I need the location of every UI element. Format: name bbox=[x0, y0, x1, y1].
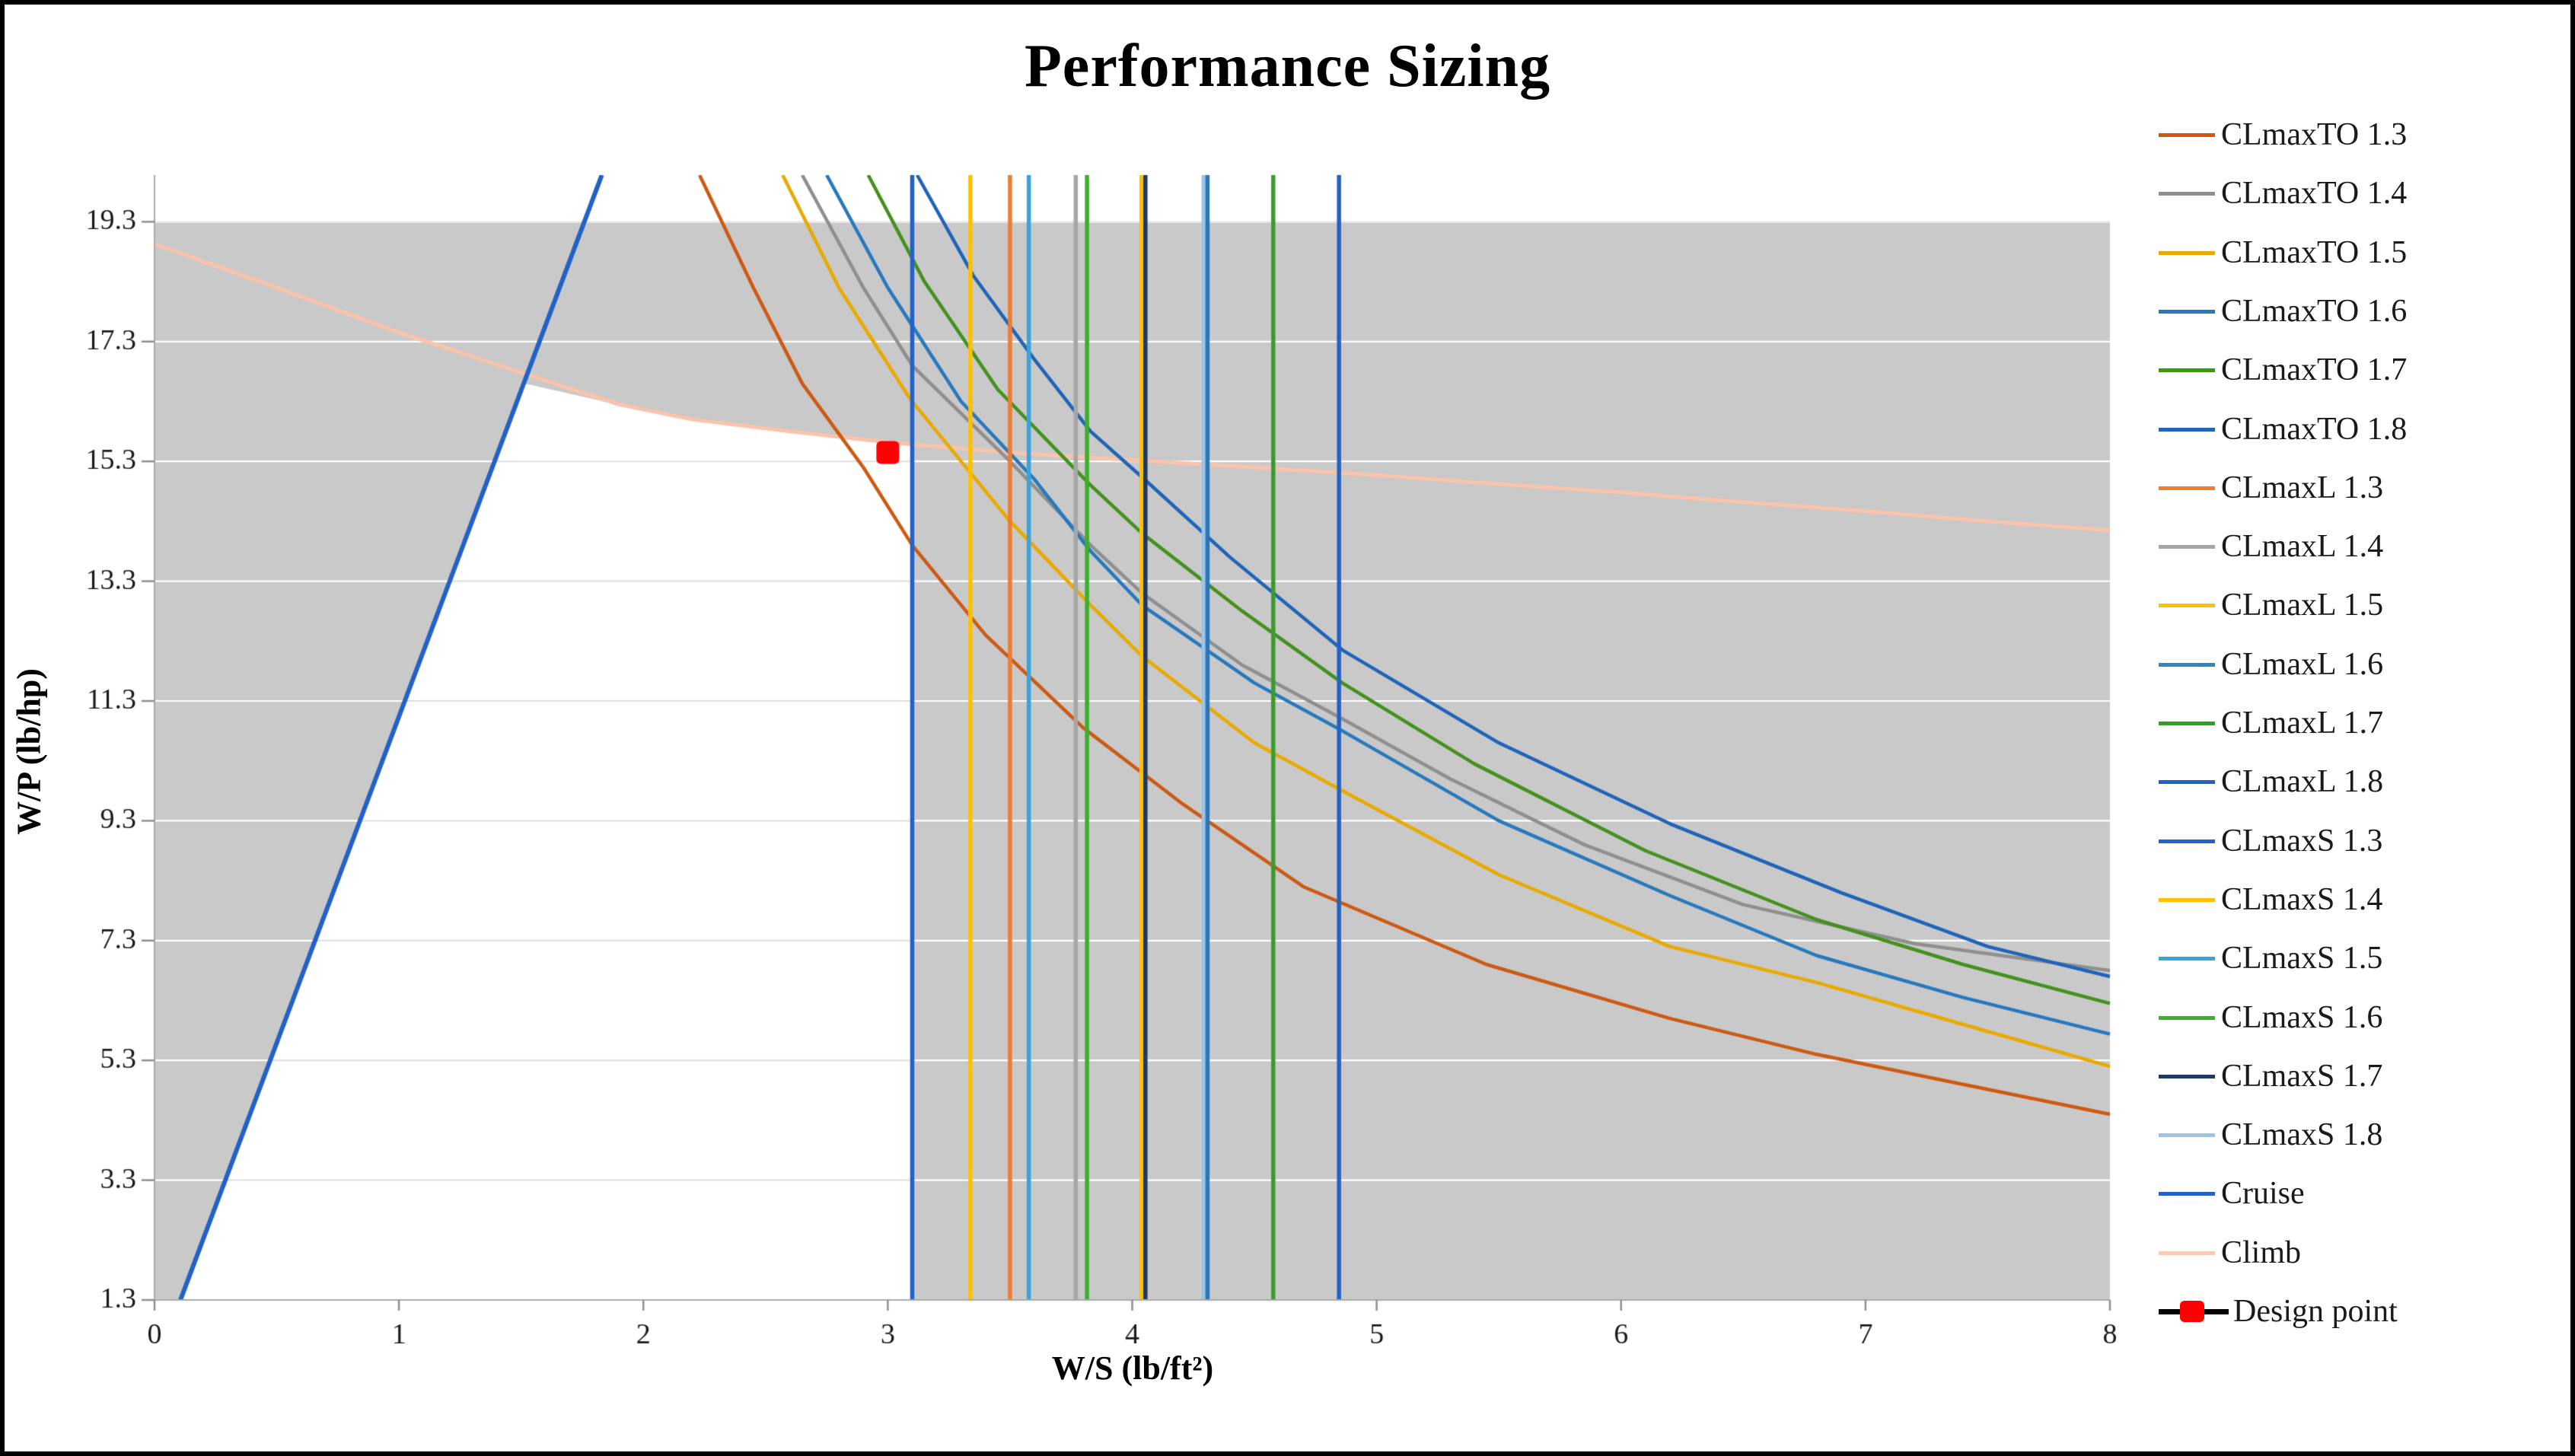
legend-label: CLmaxS 1.7 bbox=[2221, 1059, 2383, 1094]
legend-item-clmaxl-1.6: CLmaxL 1.6 bbox=[2159, 642, 2383, 687]
legend-item-clmaxl-1.7: CLmaxL 1.7 bbox=[2159, 700, 2383, 746]
legend-item-clmaxs-1.3: CLmaxS 1.3 bbox=[2159, 818, 2382, 864]
legend-swatch bbox=[2159, 486, 2215, 490]
legend-label: CLmaxS 1.6 bbox=[2221, 1000, 2383, 1035]
legend-label: CLmaxL 1.8 bbox=[2221, 764, 2384, 799]
legend-item-clmaxto-1.6: CLmaxTO 1.6 bbox=[2159, 288, 2407, 334]
x-axis-label: W/S (lb/ft²) bbox=[1051, 1349, 1214, 1387]
legend-swatch bbox=[2159, 839, 2215, 843]
legend: CLmaxTO 1.3 CLmaxTO 1.4 CLmaxTO 1.5 CLmaxTO… bbox=[2159, 0, 2570, 1456]
y-axis-label: W/P (lb/hp) bbox=[10, 668, 48, 835]
legend-swatch bbox=[2159, 1133, 2215, 1137]
legend-label: CLmaxTO 1.7 bbox=[2221, 352, 2408, 387]
legend-label: CLmaxS 1.8 bbox=[2221, 1117, 2383, 1152]
legend-label: CLmaxTO 1.6 bbox=[2221, 294, 2408, 329]
legend-label: CLmaxL 1.5 bbox=[2221, 588, 2384, 623]
legend-swatch bbox=[2159, 662, 2215, 667]
legend-item-clmaxto-1.8: CLmaxTO 1.8 bbox=[2159, 406, 2407, 452]
legend-item-clmaxto-1.7: CLmaxTO 1.7 bbox=[2159, 347, 2407, 393]
legend-label: CLmaxS 1.5 bbox=[2221, 941, 2383, 976]
legend-swatch bbox=[2159, 427, 2215, 432]
legend-item-design-point: Design point bbox=[2159, 1289, 2398, 1334]
design-point-marker bbox=[2180, 1301, 2204, 1322]
legend-label: Design point bbox=[2233, 1294, 2398, 1329]
legend-item-clmaxs-1.6: CLmaxS 1.6 bbox=[2159, 995, 2382, 1040]
legend-swatch bbox=[2159, 721, 2215, 725]
legend-label: CLmaxL 1.6 bbox=[2221, 647, 2384, 682]
legend-label: CLmaxS 1.3 bbox=[2221, 824, 2383, 859]
legend-swatch bbox=[2159, 191, 2215, 196]
legend-item-clmaxl-1.4: CLmaxL 1.4 bbox=[2159, 524, 2383, 569]
legend-swatch bbox=[2159, 897, 2215, 902]
legend-swatch bbox=[2159, 1251, 2215, 1255]
legend-item-climb: Climb bbox=[2159, 1230, 2301, 1276]
legend-label: CLmaxS 1.4 bbox=[2221, 882, 2383, 917]
legend-label: Cruise bbox=[2221, 1176, 2305, 1211]
legend-item-clmaxs-1.4: CLmaxS 1.4 bbox=[2159, 877, 2382, 922]
legend-label: CLmaxTO 1.8 bbox=[2221, 412, 2408, 447]
legend-item-clmaxl-1.8: CLmaxL 1.8 bbox=[2159, 759, 2383, 804]
legend-swatch bbox=[2159, 250, 2215, 255]
legend-item-clmaxs-1.8: CLmaxS 1.8 bbox=[2159, 1112, 2382, 1158]
legend-swatch bbox=[2159, 779, 2215, 784]
legend-label: CLmaxTO 1.4 bbox=[2221, 176, 2408, 211]
legend-item-cruise: Cruise bbox=[2159, 1171, 2305, 1216]
legend-label: CLmaxTO 1.5 bbox=[2221, 235, 2408, 270]
legend-swatch bbox=[2159, 544, 2215, 549]
legend-swatch bbox=[2159, 956, 2215, 961]
legend-swatch bbox=[2159, 132, 2215, 137]
legend-swatch bbox=[2159, 368, 2215, 372]
legend-swatch bbox=[2159, 1191, 2215, 1196]
legend-item-clmaxs-1.5: CLmaxS 1.5 bbox=[2159, 935, 2382, 981]
legend-label: CLmaxTO 1.3 bbox=[2221, 117, 2408, 152]
legend-label: CLmaxL 1.3 bbox=[2221, 470, 2384, 505]
legend-swatch bbox=[2159, 1015, 2215, 1020]
legend-item-clmaxto-1.3: CLmaxTO 1.3 bbox=[2159, 112, 2407, 158]
legend-label: Climb bbox=[2221, 1235, 2302, 1270]
legend-label: CLmaxL 1.4 bbox=[2221, 529, 2384, 564]
design-point-legend-marker bbox=[2159, 1301, 2229, 1322]
legend-swatch bbox=[2159, 309, 2215, 314]
legend-item-clmaxto-1.4: CLmaxTO 1.4 bbox=[2159, 170, 2407, 216]
legend-item-clmaxl-1.3: CLmaxL 1.3 bbox=[2159, 465, 2383, 511]
legend-item-clmaxl-1.5: CLmaxL 1.5 bbox=[2159, 582, 2383, 628]
legend-item-clmaxto-1.5: CLmaxTO 1.5 bbox=[2159, 230, 2407, 276]
legend-item-clmaxs-1.7: CLmaxS 1.7 bbox=[2159, 1053, 2382, 1099]
legend-swatch bbox=[2159, 1074, 2215, 1078]
legend-label: CLmaxL 1.7 bbox=[2221, 706, 2384, 741]
legend-swatch bbox=[2159, 603, 2215, 607]
